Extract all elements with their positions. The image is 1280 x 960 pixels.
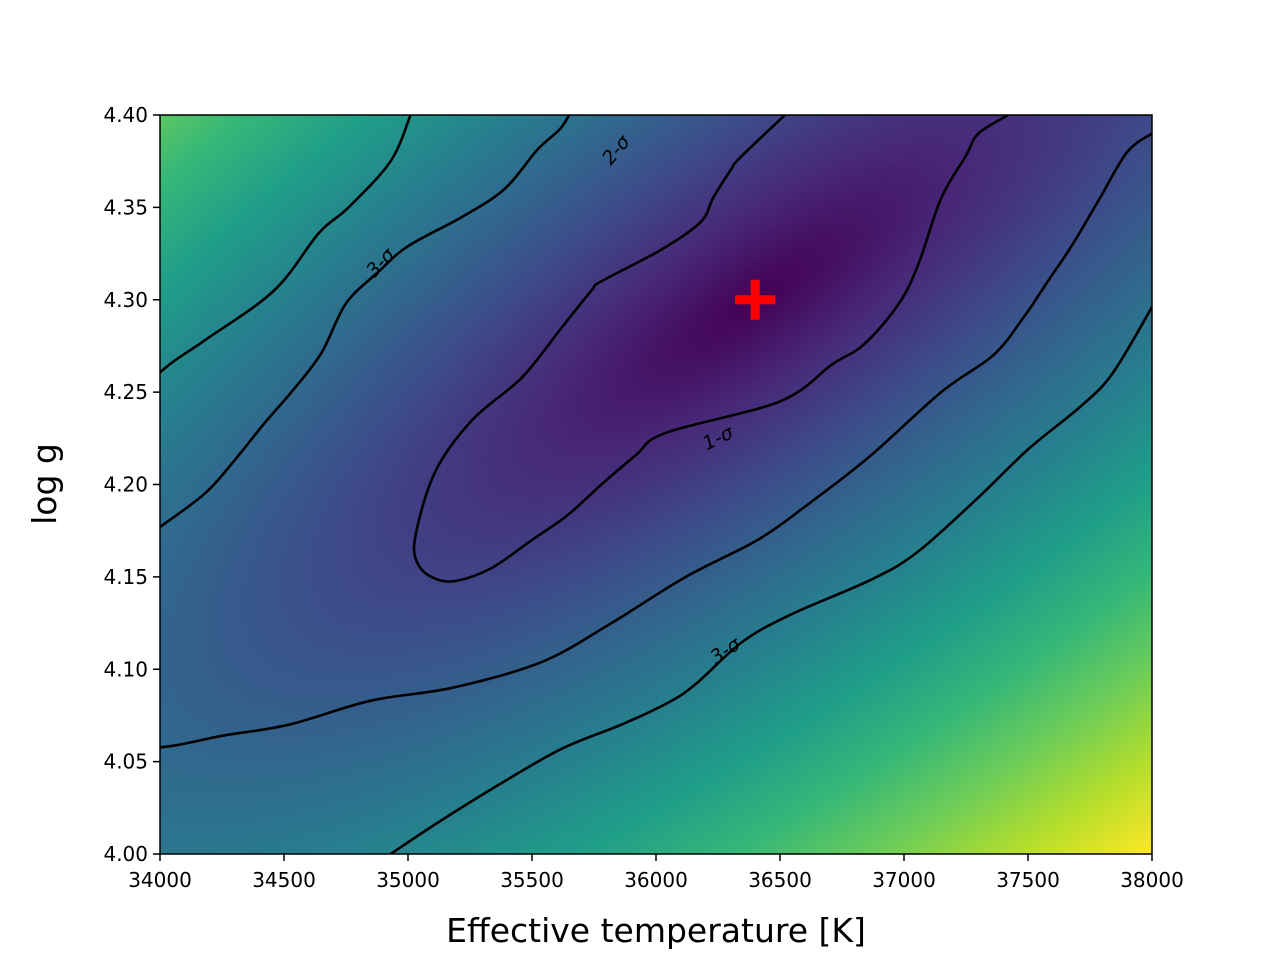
contour-line — [412, 115, 1009, 583]
x-axis: 34000 34500 35000 35500 36000 36500 37000 37500… — [128, 854, 1184, 892]
best-fit-marker — [735, 279, 776, 320]
y-tick-label: 4.15 — [103, 565, 148, 589]
y-tick-label: 4.05 — [103, 750, 148, 774]
contour-line — [160, 115, 571, 529]
y-axis-label: log g — [25, 443, 64, 525]
heatmap-area — [160, 115, 1152, 854]
x-tick-label: 38000 — [1120, 868, 1184, 892]
x-tick-label: 35000 — [376, 868, 440, 892]
y-tick-label: 4.30 — [103, 288, 148, 312]
x-tick-label: 34500 — [252, 868, 316, 892]
y-tick-label: 4.35 — [103, 195, 148, 219]
y-tick-label: 4.40 — [103, 103, 148, 127]
contour-line — [160, 115, 1152, 749]
contour-line — [389, 306, 1152, 854]
x-tick-label: 35500 — [500, 868, 564, 892]
x-axis-label: Effective temperature [K] — [446, 911, 866, 950]
x-tick-label: 37500 — [996, 868, 1060, 892]
y-tick-label: 4.10 — [103, 657, 148, 681]
x-tick-label: 36000 — [624, 868, 688, 892]
y-tick-label: 4.20 — [103, 473, 148, 497]
best-fit-layer — [735, 279, 776, 320]
x-tick-label: 34000 — [128, 868, 192, 892]
y-tick-label: 4.25 — [103, 380, 148, 404]
y-tick-label: 4.00 — [103, 842, 148, 866]
x-tick-label: 37000 — [872, 868, 936, 892]
y-axis: 4.00 4.05 4.10 4.15 4.20 4.25 4.30 4.35 4.40 — [103, 103, 160, 866]
x-tick-label: 36500 — [748, 868, 812, 892]
heatmap-image — [160, 115, 1152, 854]
